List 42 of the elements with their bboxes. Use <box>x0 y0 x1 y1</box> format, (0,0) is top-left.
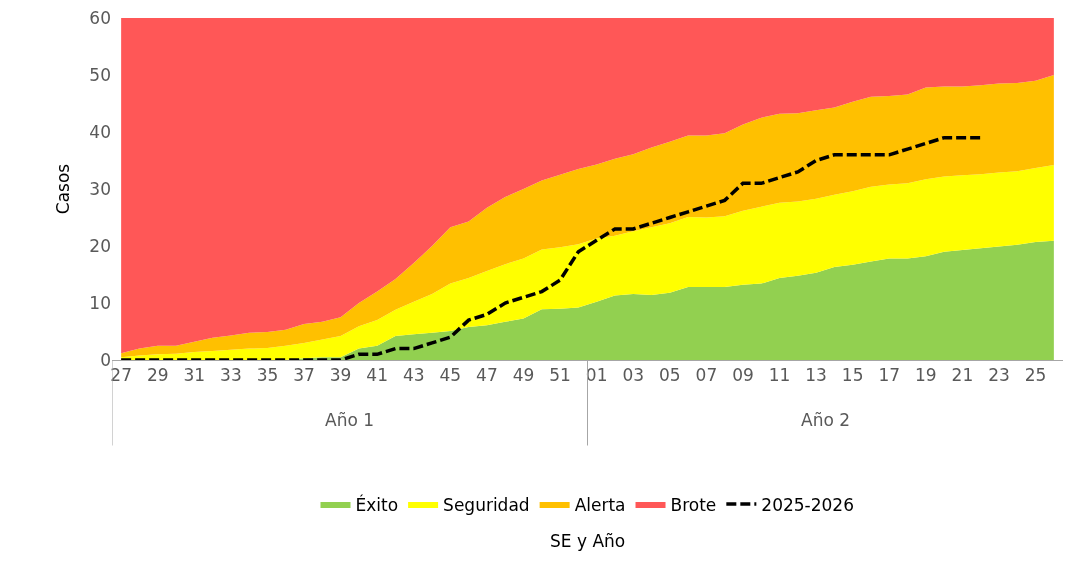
y-tick-label: 50 <box>89 64 111 85</box>
legend-label: Brote <box>670 494 717 515</box>
x-tick-label: 23 <box>988 365 1010 386</box>
x-tick-label: 35 <box>256 365 279 386</box>
legend-label: 2025-2026 <box>761 494 854 515</box>
x-tick-label: 29 <box>146 365 169 386</box>
x-tick-label: 21 <box>951 365 974 386</box>
line-series <box>119 135 983 360</box>
x-tick-label: 05 <box>658 365 681 386</box>
x-tick-label: 41 <box>366 365 388 386</box>
x-tick-label: 07 <box>695 365 718 386</box>
legend-label: Éxito <box>355 493 399 515</box>
x-tick-label: 45 <box>439 365 462 386</box>
y-tick-label: 60 <box>89 7 111 28</box>
x-tick-label: 03 <box>622 365 645 386</box>
x-tick-label: 47 <box>476 365 498 386</box>
x-tick-label: 43 <box>402 365 425 386</box>
x-tick-label: 39 <box>329 365 352 386</box>
x-tick-label: 27 <box>110 365 132 386</box>
y-tick-label: 30 <box>89 178 111 199</box>
y-axis-title: Casos <box>52 163 73 215</box>
legend-label: Alerta <box>574 494 626 515</box>
legend-label: Seguridad <box>443 494 530 515</box>
x-tick-label: 33 <box>220 365 242 386</box>
x-tick-label: 51 <box>549 365 571 386</box>
x-tick-label: 09 <box>732 365 754 386</box>
text: SE y Año <box>550 531 626 551</box>
text: Año 1 <box>325 410 375 430</box>
x-tick-label: 37 <box>293 365 315 386</box>
text: Año 2 <box>801 410 851 430</box>
x-tick-label: 25 <box>1024 365 1047 386</box>
x-tick-label: 15 <box>841 365 864 386</box>
x-tick-label: 31 <box>183 365 206 386</box>
y-tick-label: 40 <box>89 121 111 142</box>
x-tick-label: 11 <box>768 365 791 386</box>
x-tick-label: 49 <box>512 365 535 386</box>
y-tick-label: 20 <box>89 235 111 256</box>
y-tick-label: 10 <box>89 292 111 313</box>
x-tick-label: 19 <box>915 365 937 386</box>
x-tick-label: 17 <box>878 365 901 386</box>
x-tick-label: 13 <box>805 365 827 386</box>
y-tick-label: 0 <box>100 349 111 370</box>
